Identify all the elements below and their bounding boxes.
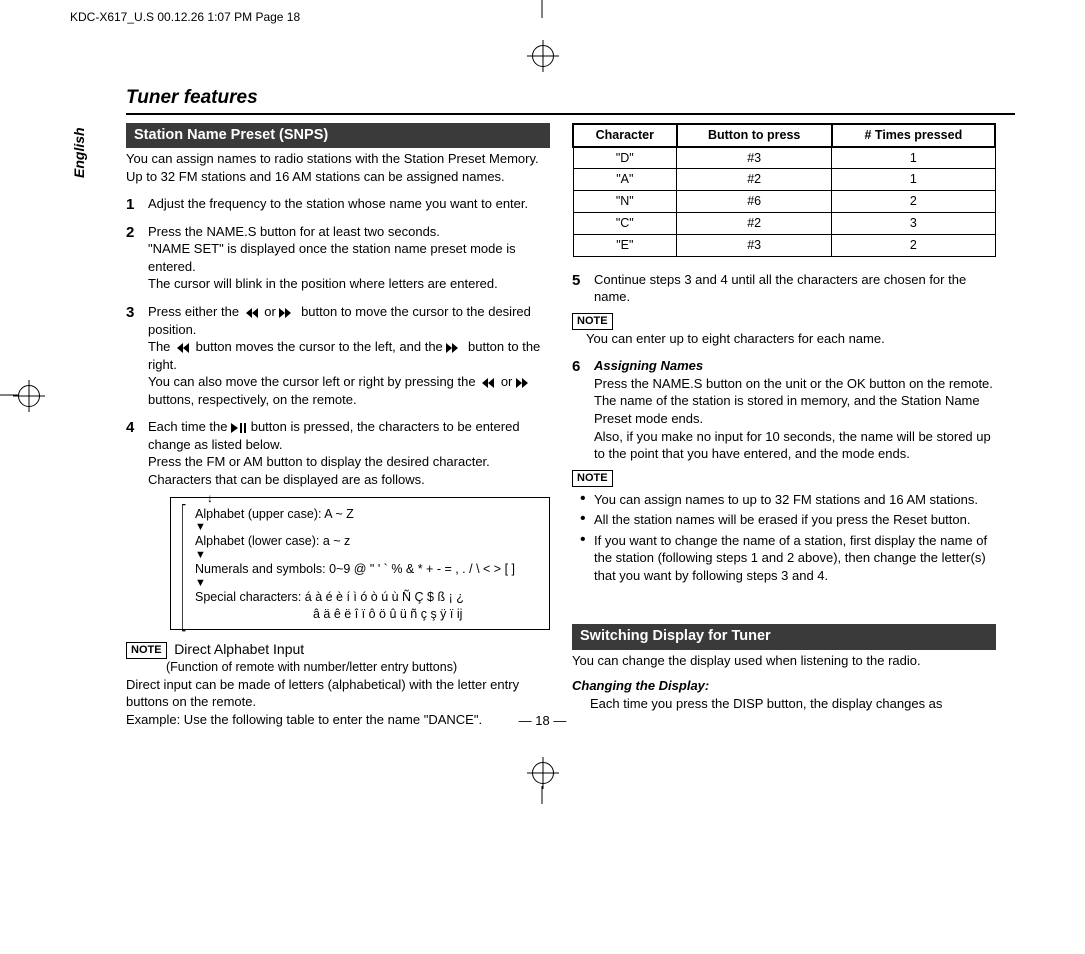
step-2: Press the NAME.S button for at least two… [126, 223, 550, 293]
step-6-l1: Press the NAME.S button on the unit or t… [594, 376, 993, 391]
switching-p: Each time you press the DISP button, the… [590, 695, 942, 713]
step-2-l2: "NAME SET" is displayed once the station… [148, 241, 516, 274]
next-track-icon [279, 308, 297, 318]
cell-btn: #2 [677, 169, 832, 191]
next-track-icon [446, 343, 464, 353]
th-character: Character [573, 124, 677, 147]
step-1-text: Adjust the frequency to the station whos… [148, 196, 528, 211]
right-steps: Continue steps 3 and 4 until all the cha… [572, 271, 996, 584]
step-4: Each time the button is pressed, the cha… [126, 418, 550, 630]
cell-btn: #3 [677, 235, 832, 257]
step-4-l3: Characters that can be displayed are as … [148, 472, 425, 487]
note-bullets: You can assign names to up to 32 FM stat… [580, 491, 996, 585]
cell-times: 1 [832, 147, 995, 169]
crop-mark-left [0, 380, 40, 410]
note-direct-p1: Direct input can be made of letters (alp… [126, 676, 550, 711]
step-5: Continue steps 3 and 4 until all the cha… [572, 271, 996, 347]
cell-char: "C" [573, 213, 677, 235]
prev-track-icon [174, 343, 192, 353]
play-pause-icon [231, 423, 247, 433]
page: KDC-X617_U.S 00.12.26 1:07 PM Page 18 En… [0, 0, 1085, 954]
snps-steps: Adjust the frequency to the station whos… [126, 195, 550, 630]
cell-char: "E" [573, 235, 677, 257]
right-column: Character Button to press # Times presse… [572, 123, 996, 729]
bullet-3: If you want to change the name of a stat… [580, 532, 996, 585]
next-track-icon [516, 378, 534, 388]
step-5-text: Continue steps 3 and 4 until all the cha… [594, 272, 966, 305]
crop-mark-top [527, 0, 557, 40]
table-row: "A"#21 [573, 169, 995, 191]
step-3-l1b: or [261, 304, 280, 319]
char-row-1: Alphabet (upper case): A ~ Z [195, 506, 539, 523]
bullet-2: All the station names will be erased if … [580, 511, 996, 529]
prev-track-icon [479, 378, 497, 388]
cell-btn: #3 [677, 147, 832, 169]
crop-header: KDC-X617_U.S 00.12.26 1:07 PM Page 18 [70, 9, 300, 25]
dance-table: Character Button to press # Times presse… [572, 123, 996, 257]
step-2-l3: The cursor will blink in the position wh… [148, 276, 498, 291]
prev-track-icon [243, 308, 261, 318]
cell-char: "N" [573, 191, 677, 213]
note-5-text: You can enter up to eight characters for… [586, 330, 996, 348]
cell-times: 2 [832, 191, 995, 213]
char-row-3: Numerals and symbols: 0~9 @ " ' ` % & * … [195, 561, 539, 578]
char-row-5: â ä ê ë î ï ô ö û ü ñ ç ş ÿ ï ij [313, 606, 539, 623]
content: Tuner features Station Name Preset (SNPS… [70, 85, 1015, 728]
cell-btn: #2 [677, 213, 832, 235]
table-row: "E"#32 [573, 235, 995, 257]
cell-char: "D" [573, 147, 677, 169]
note-tag: NOTE [572, 470, 613, 487]
table-row: "D"#31 [573, 147, 995, 169]
switching-intro: You can change the display used when lis… [572, 652, 996, 670]
step-6-l2: The name of the station is stored in mem… [594, 393, 980, 426]
step-6-l3: Also, if you make no input for 10 second… [594, 429, 991, 462]
snps-intro: You can assign names to radio stations w… [126, 150, 550, 185]
step-3: Press either the or button to move the c… [126, 303, 550, 408]
bullet-1: You can assign names to up to 32 FM stat… [580, 491, 996, 509]
cell-times: 3 [832, 213, 995, 235]
snps-heading: Station Name Preset (SNPS) [126, 123, 550, 149]
note-direct-sub: (Function of remote with number/letter e… [166, 659, 550, 676]
crop-mark-bottom [527, 762, 557, 802]
step-3-l3c: buttons, respectively, on the remote. [148, 392, 357, 407]
character-cycle-box: ↓ Alphabet (upper case): A ~ Z ▼ Alphabe… [170, 497, 550, 630]
cell-times: 2 [832, 235, 995, 257]
page-number: — 18 — [0, 712, 1085, 730]
th-times: # Times pressed [832, 124, 995, 147]
step-6: Assigning Names Press the NAME.S button … [572, 357, 996, 584]
step-3-l2b: button moves the cursor to the left, and… [192, 339, 446, 354]
step-4-l1a: Each time the [148, 419, 231, 434]
th-button: Button to press [677, 124, 832, 147]
note-direct-title: Direct Alphabet Input [174, 641, 304, 657]
char-row-2: Alphabet (lower case): a ~ z [195, 533, 539, 550]
cell-char: "A" [573, 169, 677, 191]
char-row-4: Special characters: á à é è í ì ó ò ú ù … [195, 589, 539, 606]
step-4-l2: Press the FM or AM button to display the… [148, 454, 490, 469]
step-2-l1: Press the NAME.S button for at least two… [148, 224, 440, 239]
switching-heading: Switching Display for Tuner [572, 624, 996, 650]
step-3-l3a: You can also move the cursor left or rig… [148, 374, 479, 389]
step-3-l2a: The [148, 339, 174, 354]
table-row: "N"#62 [573, 191, 995, 213]
left-column: Station Name Preset (SNPS) You can assig… [126, 123, 550, 729]
note-tag: NOTE [572, 313, 613, 330]
cell-btn: #6 [677, 191, 832, 213]
step-6-title: Assigning Names [594, 358, 703, 373]
table-row: "C"#23 [573, 213, 995, 235]
switching-sub: Changing the Display: [572, 678, 709, 693]
step-3-l1a: Press either the [148, 304, 243, 319]
note-tag: NOTE [126, 642, 167, 659]
step-1: Adjust the frequency to the station whos… [126, 195, 550, 213]
cell-times: 1 [832, 169, 995, 191]
step-3-l3b: or [497, 374, 516, 389]
section-title: Tuner features [126, 85, 1015, 115]
